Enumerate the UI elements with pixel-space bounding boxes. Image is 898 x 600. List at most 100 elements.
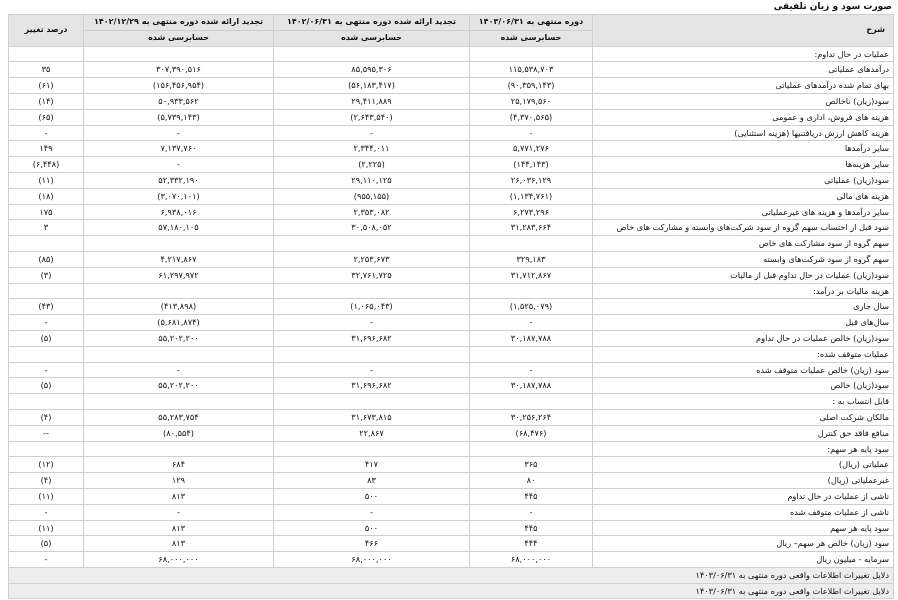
change-percent: (۱۸): [8, 187, 84, 205]
col1-audit-header: حسابرسی شده: [469, 29, 593, 47]
value-1403-06: (۴,۳۷۰,۵۶۵): [469, 108, 593, 126]
change-percent: (۱۱): [8, 171, 84, 189]
table-row: درآمدهای عملیاتی ۱۱۵,۵۳۸,۷۰۳ ۸۵,۵۹۵,۳۰۶ ۳۰۷…: [8, 61, 894, 79]
value-1403-06: ۲۵,۱۷۹,۵۶۰: [469, 92, 593, 110]
table-row: سهم گروه از سود مشارکت های خاص: [8, 235, 894, 252]
value-1402-06: ۲۹,۱۱۰,۱۲۵: [273, 171, 470, 189]
value-1402-06: [273, 393, 470, 410]
row-description: سایر هزینه‌ها: [592, 156, 894, 173]
change-percent: [8, 45, 84, 63]
change-percent: (۱۲): [8, 456, 84, 474]
value-1403-06: ۱۱۵,۵۳۸,۷۰۳: [469, 61, 593, 79]
change-percent: (۴): [8, 472, 84, 489]
row-description: سهم گروه از سود مشارکت های خاص: [592, 235, 894, 252]
value-1402-12: ۴,۲۱۷,۸۶۷: [83, 250, 274, 268]
row-description: عملیات متوقف شده:: [592, 345, 894, 363]
value-1403-06: -: [469, 361, 593, 379]
value-1403-06: ۶,۲۷۳,۲۹۶: [469, 203, 593, 221]
table-row: سود قبل از احتساب سهم گروه از سود شرکت‌ه…: [8, 219, 894, 237]
table-row: عملیاتی (ریال) ۳۶۵ ۴۱۷ ۶۸۴ (۱۲): [8, 456, 894, 474]
row-description: سال‌های قبل: [592, 314, 894, 331]
value-1402-12: ۳۰۷,۳۹۰,۵۱۶: [83, 61, 274, 79]
value-1402-12: -: [83, 361, 274, 379]
value-1402-12: ۸۱۳: [83, 519, 274, 537]
value-1403-06: [469, 45, 593, 63]
row-description: عملیات در حال تداوم:: [592, 45, 894, 63]
change-percent: (۸۵): [8, 250, 84, 268]
row-description: سهم گروه از سود شرکت‌های وابسته: [592, 250, 894, 268]
value-1403-06: ۳۶۵: [469, 456, 593, 474]
value-1403-06: ۴۴۵: [469, 519, 593, 537]
value-1402-12: ۷,۱۳۷,۷۶۰: [83, 140, 274, 158]
col3-header: تجدید ارائه شده دوره منتهی به ۱۴۰۲/۱۲/۲۹: [83, 14, 274, 31]
value-1403-06: ۳۰,۱۸۷,۷۸۸: [469, 329, 593, 347]
change-percent: (۵): [8, 329, 84, 347]
table-row: سهم گروه از سود شرکت‌های وابسته ۳۲۹,۱۸۳ ۲,…: [8, 250, 894, 268]
table-row: سایر درآمدها ۵,۷۷۱,۲۷۶ ۲,۳۴۴,۰۱۱ ۷,۱۳۷,۷۶۰ ۱…: [8, 140, 894, 158]
change-percent: ۱۷۵: [8, 203, 84, 221]
header-row-1: شرح دوره منتهی به ۱۴۰۳/۰۶/۳۱ تجدید ارائه…: [8, 14, 894, 47]
change-percent: (۳): [8, 266, 84, 284]
value-1403-06: (۱۴۴,۱۴۳): [469, 156, 593, 173]
row-description: قابل انتساب به :: [592, 393, 894, 410]
row-description: عملیاتی (ریال): [592, 456, 894, 474]
table-row: سال جاری (۱,۵۲۵,۰۷۹) (۱,۰۶۵,۰۴۳) (۴۱۳,۸۹۸)(…: [8, 298, 894, 316]
change-percent: [8, 235, 84, 252]
row-description: بهای تمام شده درآمدهای عملیاتی: [592, 77, 894, 94]
value-1402-06: ۴۱۷: [273, 456, 470, 474]
value-1403-06: ۳۰,۱۸۷,۷۸۸: [469, 377, 593, 395]
value-1402-06: ۳۱,۶۹۶,۶۸۲: [273, 377, 470, 395]
table-row: عملیات متوقف شده:: [8, 345, 894, 363]
value-1403-06: ۲۶,۰۳۶,۱۲۹: [469, 171, 593, 189]
table-row: ناشی از عملیات متوقف شده - - - -: [8, 503, 894, 521]
table-row: عملیات در حال تداوم:: [8, 45, 894, 63]
value-1402-12: [83, 235, 274, 252]
change-percent: [8, 440, 84, 458]
value-1403-06: -: [469, 124, 593, 142]
change-percent: (۵): [8, 377, 84, 395]
row-description: سود(زیان) خالص: [592, 377, 894, 395]
table-row: سود (زیان) خالص عملیات متوقف شده - - - -: [8, 361, 894, 379]
change-percent: [8, 393, 84, 410]
change-reasons-note: دلایل تغییرات اطلاعات واقعی دوره منتهی ب…: [8, 566, 894, 584]
value-1402-06: ۲۹,۴۱۱,۸۸۹: [273, 92, 470, 110]
value-1402-06: (۱,۰۶۵,۰۴۳): [273, 298, 470, 316]
value-1402-06: ۴۶۶: [273, 535, 470, 553]
page-title: صورت سود و زیان تلفیقی: [773, 2, 892, 12]
table-row: منافع فاقد حق کنترل (۶۸,۴۷۶) ۲۲,۸۶۷ (۸۰,۵۵۴…: [8, 424, 894, 442]
row-description: هزینه های فروش، اداری و عمومی: [592, 108, 894, 126]
col1-header: دوره منتهی به ۱۴۰۳/۰۶/۳۱: [469, 14, 593, 31]
table-row: بهای تمام شده درآمدهای عملیاتی (۹۰,۳۵۹,۱۴…: [8, 77, 894, 94]
value-1403-06: ۳۱,۷۱۲,۸۶۷: [469, 266, 593, 284]
change-percent: [8, 282, 84, 300]
row-description: هزینه های مالی: [592, 187, 894, 205]
change-percent: -: [8, 551, 84, 568]
value-1402-06: ۲,۲۵۳,۶۷۳: [273, 250, 470, 268]
value-1402-12: ۵۰,۹۳۳,۵۶۲: [83, 92, 274, 110]
value-1403-06: [469, 235, 593, 252]
value-1402-12: ۵۵,۲۰۲,۲۰۰: [83, 329, 274, 347]
value-1402-12: [83, 282, 274, 300]
row-description: منافع فاقد حق کنترل: [592, 424, 894, 442]
value-1402-12: (۸۰,۵۵۴): [83, 424, 274, 442]
value-1402-12: [83, 393, 274, 410]
value-1403-06: ۳۰,۲۵۶,۲۶۴: [469, 408, 593, 426]
value-1403-06: -: [469, 314, 593, 331]
note-row: دلایل تغییرات اطلاعات واقعی دوره منتهی ب…: [8, 582, 894, 600]
value-1402-12: -: [83, 503, 274, 521]
row-description: سود قبل از احتساب سهم گروه از سود شرکت‌ه…: [592, 219, 894, 237]
row-description: ناشی از عملیات متوقف شده: [592, 503, 894, 521]
table-row: غیرعملیاتی (ریال) ۸۰ ۸۳ ۱۲۹ (۴): [8, 472, 894, 489]
table-row: سود(زیان) عملیات در حال تداوم قبل از مال…: [8, 266, 894, 284]
value-1402-06: ۲۲,۸۶۷: [273, 424, 470, 442]
change-percent: (۴): [8, 408, 84, 426]
value-1403-06: -: [469, 503, 593, 521]
change-percent-header: درصد تغییر: [8, 14, 84, 47]
value-1402-12: ۶,۹۳۸,۰۱۶: [83, 203, 274, 221]
table-row: سرمایه - میلیون ریال ۶۸,۰۰۰,۰۰۰ ۶۸,۰۰۰,۰۰۰…: [8, 551, 894, 568]
value-1402-06: [273, 282, 470, 300]
value-1403-06: (۶۸,۴۷۶): [469, 424, 593, 442]
change-percent: [8, 345, 84, 363]
row-description: هزینه مالیات بر درآمد:: [592, 282, 894, 300]
value-1402-12: [83, 45, 274, 63]
